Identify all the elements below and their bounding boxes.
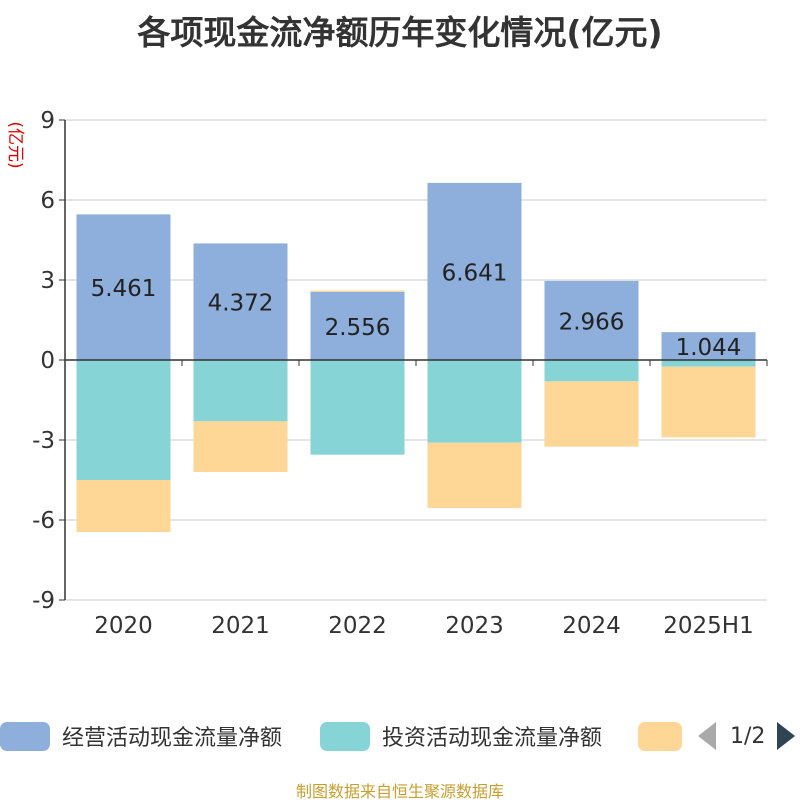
- y-tick-label: -3: [32, 428, 55, 454]
- bar-2-2020[interactable]: [76, 360, 171, 480]
- bar-2-2021[interactable]: [193, 360, 288, 422]
- y-tick-label: 0: [40, 348, 55, 374]
- pager-next-icon[interactable]: [777, 722, 796, 750]
- bar-3-2024[interactable]: [544, 381, 639, 447]
- y-tick-label: 3: [40, 268, 55, 294]
- data-label: 2.966: [559, 309, 625, 335]
- bar-1-2025H1[interactable]: [661, 332, 756, 360]
- bar-1-2020[interactable]: [76, 214, 171, 360]
- x-tick-label: 2022: [328, 613, 387, 639]
- legend: 经营活动现金流量净额 投资活动现金流量净额 1/2: [0, 716, 800, 756]
- bar-3-2020[interactable]: [76, 480, 171, 532]
- data-label: 6.641: [442, 260, 508, 286]
- bar-3-2021[interactable]: [193, 421, 288, 472]
- y-tick-label: 6: [40, 188, 55, 214]
- bar-3-2023[interactable]: [427, 442, 522, 508]
- chart-title: 各项现金流净额历年变化情况(亿元): [137, 13, 663, 52]
- legend-swatch-investing: [320, 721, 370, 751]
- bar-2-2024[interactable]: [544, 360, 639, 382]
- data-label: 1.044: [676, 335, 742, 361]
- data-label: 5.461: [91, 276, 157, 302]
- legend-item-third[interactable]: [638, 716, 694, 756]
- axes: 9 6 3 0 -3 -6 -9 2020 2021 2022 2023 2024 2025H1: [32, 108, 768, 639]
- bar-2-2025H1[interactable]: [661, 360, 756, 367]
- pager-prev-icon[interactable]: [698, 722, 716, 750]
- legend-label-investing: 投资活动现金流量净额: [382, 726, 603, 751]
- legend-pager: 1/2: [698, 716, 796, 756]
- pager-page-indicator: 1/2: [730, 723, 766, 749]
- bar-1-2022[interactable]: [310, 291, 405, 360]
- y-tick-label: -9: [32, 588, 55, 614]
- bar-1-2023[interactable]: [427, 182, 522, 360]
- bar-2-2023[interactable]: [427, 360, 522, 443]
- value-labels: 5.461 4.372 2.556 6.641 2.966 1.044: [91, 260, 742, 361]
- x-tick-label: 2023: [445, 613, 504, 639]
- bar-3-2025H1[interactable]: [661, 366, 756, 438]
- source-note: 制图数据来自恒生聚源数据库: [295, 782, 504, 801]
- bar-1-2024[interactable]: [544, 280, 639, 360]
- bar-2-2022[interactable]: [310, 360, 405, 455]
- bar-3-2022[interactable]: [310, 290, 405, 292]
- data-label: 4.372: [208, 291, 274, 317]
- legend-item-investing[interactable]: 投资活动现金流量净额: [320, 716, 602, 756]
- y-axis-unit-label: (亿元): [5, 121, 25, 168]
- x-tick-label: 2025H1: [663, 613, 753, 639]
- legend-swatch-operating: [0, 721, 50, 751]
- x-tick-label: 2020: [94, 613, 153, 639]
- y-tick-label: 9: [40, 108, 55, 134]
- legend-item-operating[interactable]: 经营活动现金流量净额: [0, 716, 282, 756]
- bars: [76, 182, 756, 532]
- bar-1-2021[interactable]: [193, 243, 288, 360]
- legend-swatch-third: [638, 721, 682, 751]
- y-tick-label: -6: [32, 508, 55, 534]
- grid-lines: [65, 119, 767, 601]
- x-tick-label: 2021: [211, 613, 270, 639]
- legend-label-operating: 经营活动现金流量净额: [62, 726, 283, 751]
- data-label: 2.556: [325, 315, 391, 341]
- x-tick-label: 2024: [562, 613, 621, 639]
